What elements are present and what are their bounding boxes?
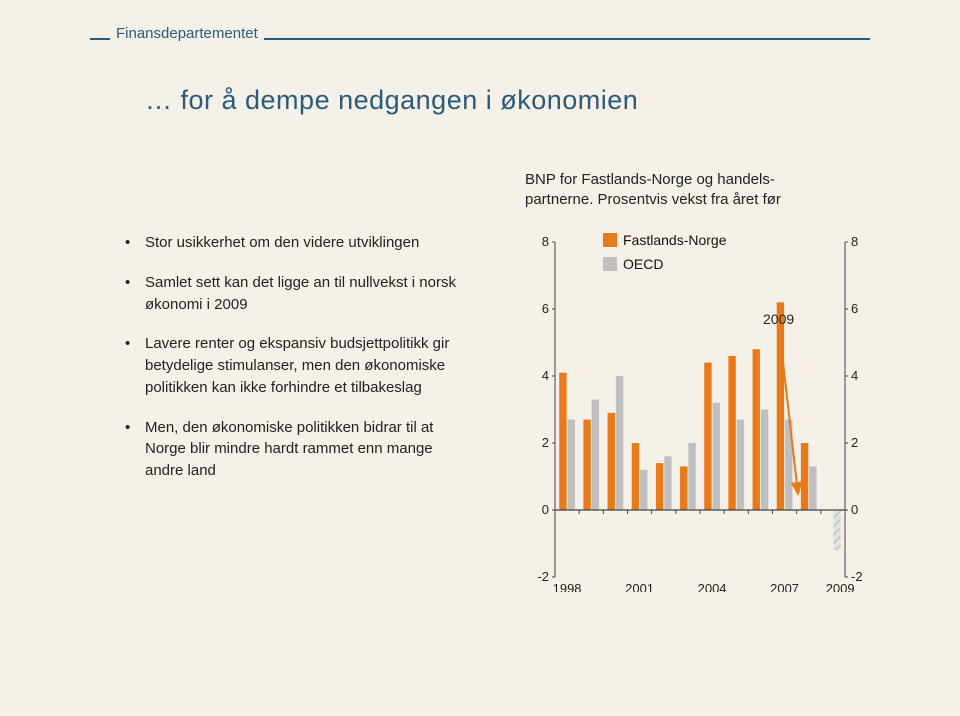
svg-text:0: 0 [542, 502, 549, 517]
svg-text:1998: 1998 [553, 581, 582, 592]
svg-text:0: 0 [851, 502, 858, 517]
bullet-item: Lavere renter og ekspansiv budsjettpolit… [125, 333, 475, 398]
svg-text:6: 6 [851, 301, 858, 316]
svg-text:8: 8 [542, 234, 549, 249]
svg-text:4: 4 [542, 368, 549, 383]
bullet-item: Men, den økonomiske politikken bidrar ti… [125, 417, 475, 482]
svg-text:2004: 2004 [698, 581, 727, 592]
svg-text:2001: 2001 [625, 581, 654, 592]
svg-text:2007: 2007 [770, 581, 799, 592]
svg-text:-2: -2 [537, 569, 549, 584]
bullet-item: Stor usikkerhet om den videre utviklinge… [125, 232, 475, 254]
svg-text:8: 8 [851, 234, 858, 249]
bullet-item: Samlet sett kan det ligge an til nullvek… [125, 272, 475, 316]
svg-text:2009: 2009 [763, 311, 794, 327]
svg-text:Fastlands-Norge: Fastlands-Norge [623, 232, 727, 248]
chart-title: BNP for Fastlands-Norge og handels-partn… [525, 170, 905, 211]
bar-chart: -2-2002244668819982001200420072009Fastla… [525, 232, 880, 592]
svg-text:4: 4 [851, 368, 858, 383]
svg-text:2009: 2009 [826, 581, 855, 592]
header-department: Finansdepartementet [110, 25, 264, 42]
svg-text:2: 2 [542, 435, 549, 450]
svg-text:OECD: OECD [623, 256, 663, 272]
bullet-list: Stor usikkerhet om den videre utviklinge… [125, 232, 475, 500]
svg-text:6: 6 [542, 301, 549, 316]
svg-text:2: 2 [851, 435, 858, 450]
slide-title: … for å dempe nedgangen i økonomien [145, 85, 638, 116]
